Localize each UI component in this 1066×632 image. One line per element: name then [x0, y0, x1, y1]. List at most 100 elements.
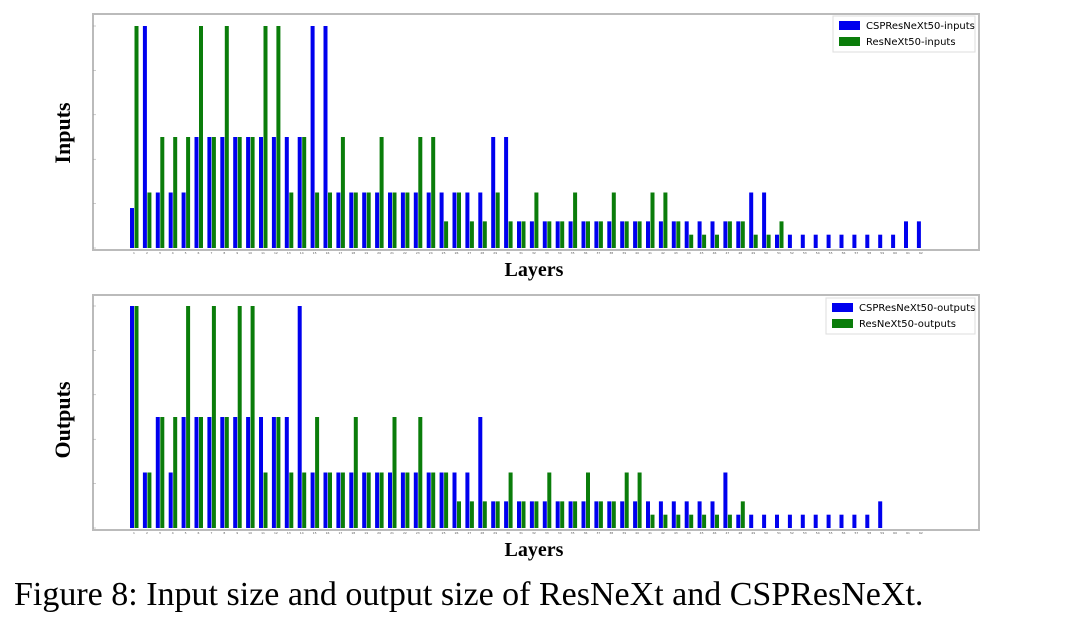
- bar-csp-56: [839, 514, 844, 528]
- bar-resnext-42: [663, 192, 668, 248]
- bar-csp-22: [400, 192, 405, 248]
- bar-csp-3: [155, 192, 160, 248]
- x-tick-label: 19: [364, 251, 368, 255]
- x-axis-label: Layers: [505, 539, 564, 561]
- bar-resnext-2: [147, 472, 152, 528]
- y-ticks: [93, 305, 96, 529]
- bar-csp-24: [426, 472, 431, 528]
- bar-resnext-8: [224, 417, 229, 528]
- bar-resnext-10: [250, 306, 255, 528]
- x-tick-label: 16: [326, 531, 330, 535]
- bar-resnext-45: [702, 514, 707, 528]
- x-tick-label: 52: [790, 531, 794, 535]
- bar-resnext-31: [521, 501, 526, 528]
- bar-csp-40: [633, 501, 638, 528]
- x-tick-label: 33: [545, 251, 549, 255]
- bar-csp-53: [800, 514, 805, 528]
- x-tick-label: 7: [210, 251, 212, 255]
- legend-label-resnext: ResNeXt50-inputs: [866, 37, 956, 48]
- x-tick-label: 41: [648, 531, 652, 535]
- bar-resnext-43: [676, 514, 681, 528]
- bar-csp-48: [736, 221, 741, 248]
- legend-label-resnext: ResNeXt50-outputs: [859, 319, 956, 330]
- x-tick-label: 8: [223, 251, 225, 255]
- bar-csp-59: [878, 234, 883, 248]
- bar-csp-20: [375, 192, 380, 248]
- x-tick-label: 49: [751, 531, 755, 535]
- x-tick-label: 12: [274, 251, 278, 255]
- bar-resnext-36: [586, 221, 590, 248]
- legend-swatch-csp: [839, 21, 860, 30]
- bar-csp-35: [568, 221, 573, 248]
- bar-csp-53: [800, 234, 805, 248]
- x-tick-label: 16: [326, 251, 330, 255]
- bar-resnext-4: [173, 417, 178, 528]
- bar-csp-30: [504, 501, 509, 528]
- x-tick-label: 25: [442, 251, 446, 255]
- bar-csp-19: [362, 192, 367, 248]
- x-tick-label: 61: [906, 251, 910, 255]
- x-tick-label: 53: [803, 251, 807, 255]
- bar-csp-55: [826, 234, 831, 248]
- x-tick-label: 20: [377, 531, 381, 535]
- bar-resnext-1: [134, 26, 139, 248]
- bar-csp-31: [517, 221, 521, 248]
- x-tick-label: 53: [803, 531, 807, 535]
- x-tick-label: 28: [480, 531, 484, 535]
- outputs-chart: 1 2 3 4 5 6 7 8 9 10 11 12 13 14 15 16 17 18 19 20 21 22 23 24 2…: [50, 294, 980, 561]
- x-tick-label: 32: [532, 531, 536, 535]
- x-tick-label: 38: [609, 251, 613, 255]
- bar-resnext-14: [302, 472, 307, 528]
- x-tick-label: 59: [880, 251, 884, 255]
- bar-csp-48: [736, 514, 741, 528]
- x-tick-label: 36: [584, 251, 588, 255]
- legend-label-csp: CSPResNeXt50-outputs: [859, 303, 975, 314]
- bar-csp-27: [465, 472, 470, 528]
- bar-csp-8: [220, 417, 225, 528]
- bar-resnext-41: [650, 192, 655, 248]
- x-tick-label: 57: [854, 251, 858, 255]
- x-tick-label: 46: [713, 531, 717, 535]
- x-tick-label: 26: [455, 251, 459, 255]
- bar-csp-47: [723, 472, 728, 528]
- bar-resnext-25: [444, 221, 449, 248]
- x-tick-label: 38: [609, 531, 613, 535]
- bar-csp-15: [310, 26, 315, 248]
- x-tick-label: 31: [519, 531, 523, 535]
- bar-csp-15: [310, 472, 315, 528]
- bar-resnext-18: [353, 192, 358, 248]
- bar-csp-11: [259, 137, 263, 248]
- bar-resnext-17: [340, 472, 345, 528]
- x-tick-label: 43: [674, 531, 678, 535]
- x-tick-label: 51: [777, 251, 781, 255]
- bar-resnext-6: [199, 26, 203, 248]
- bar-csp-44: [684, 221, 689, 248]
- bar-resnext-39: [624, 472, 629, 528]
- bar-csp-43: [671, 221, 676, 248]
- bar-resnext-18: [353, 417, 358, 528]
- x-tick-label: 37: [596, 251, 600, 255]
- bar-resnext-33: [547, 221, 552, 248]
- bar-csp-51: [775, 514, 779, 528]
- bar-csp-43: [671, 501, 676, 528]
- bar-csp-52: [787, 514, 792, 528]
- bar-csp-58: [865, 514, 870, 528]
- bar-resnext-26: [457, 501, 461, 528]
- x-tick-label: 35: [571, 531, 575, 535]
- bar-resnext-23: [418, 137, 423, 248]
- x-ticks: 1 2 3 4 5 6 7 8 9 10 11 12 13 14 15 16 17 18 19 20 21 22 23 24 2…: [133, 531, 923, 535]
- bar-resnext-35: [573, 192, 578, 248]
- bar-csp-11: [259, 417, 263, 528]
- x-tick-label: 44: [687, 251, 691, 255]
- x-tick-label: 17: [338, 251, 342, 255]
- bar-csp-36: [581, 221, 586, 248]
- bar-csp-42: [658, 501, 663, 528]
- y-axis-label: Outputs: [50, 381, 75, 458]
- x-tick-label: 37: [596, 531, 600, 535]
- x-tick-label: 56: [842, 531, 846, 535]
- bar-resnext-27: [469, 501, 474, 528]
- bar-csp-28: [478, 192, 483, 248]
- bar-resnext-12: [276, 417, 281, 528]
- bar-csp-12: [271, 137, 276, 248]
- bar-resnext-40: [637, 221, 642, 248]
